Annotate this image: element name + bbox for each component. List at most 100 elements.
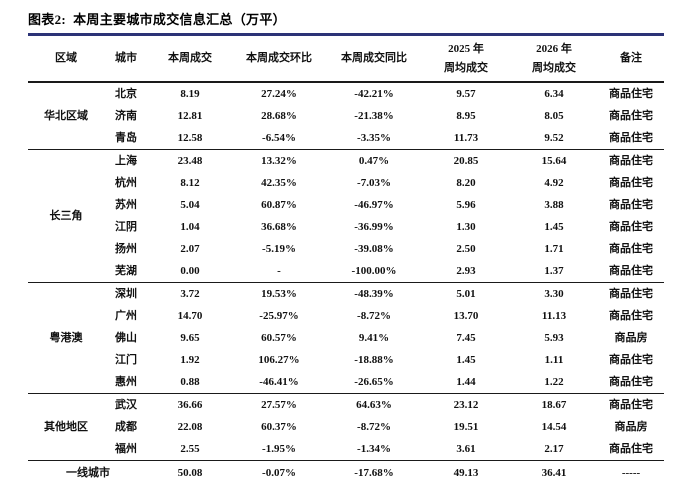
cell-avg2025: 3.61 xyxy=(456,442,476,455)
page-title: 图表2: 本周主要城市成交信息汇总（万平） xyxy=(28,12,286,27)
note-cell: 商品住宅 xyxy=(609,220,653,233)
table-row: 长三角 上海 23.48 13.32% 0.47% 20.85 15.64 商品… xyxy=(28,149,664,283)
note-cell: 商品住宅 xyxy=(609,353,653,366)
cell-avg2025: 11.73 xyxy=(453,131,479,144)
column-header-avg2026-line2: 周均成交 xyxy=(532,61,576,74)
region-cell: 其他地区 xyxy=(28,393,104,461)
cell-current: 12.58 xyxy=(177,131,203,144)
city-cell: 惠州 xyxy=(115,375,137,388)
city-cell: 福州 xyxy=(115,442,137,455)
cell-yoy: 9.41% xyxy=(358,331,390,344)
city-cell: 佛山 xyxy=(115,331,137,344)
cell-yoy: -1.34% xyxy=(357,442,391,455)
column-header-city: 城市 xyxy=(104,36,148,83)
cell-avg2025: 5.96 xyxy=(456,198,476,211)
table-row: 苏州 5.04 60.87% -46.97% 5.96 3.88 商品住宅 xyxy=(28,194,664,216)
note-cell: 商品住宅 xyxy=(609,109,653,122)
cell-avg2026: 36.41 xyxy=(510,460,598,484)
cell-current: 36.66 xyxy=(148,393,232,416)
cell-avg2026: 2.17 xyxy=(544,442,564,455)
cell-yoy: -8.72% xyxy=(357,309,391,322)
city-cell: 武汉 xyxy=(104,393,148,416)
cell-current: 12.81 xyxy=(177,109,203,122)
table-row: 扬州 2.07 -5.19% -39.08% 2.50 1.71 商品住宅 xyxy=(28,238,664,260)
note-cell: 商品住宅 xyxy=(609,176,653,189)
cell-wow: 28.68% xyxy=(261,109,297,122)
column-header-region: 区域 xyxy=(28,36,104,83)
region-cell: 长三角 xyxy=(28,149,104,283)
cell-wow: 60.57% xyxy=(261,331,297,344)
cell-wow: 36.68% xyxy=(261,220,297,233)
cell-avg2025: 49.13 xyxy=(422,460,510,484)
cell-yoy: -26.65% xyxy=(354,375,394,388)
cell-wow: 19.53% xyxy=(232,282,326,305)
cell-avg2026: 4.92 xyxy=(544,176,564,189)
cell-avg2026: 1.11 xyxy=(544,353,564,366)
column-header-wow: 本周成交环比 xyxy=(232,36,326,83)
column-header-avg2025-line1: 2025 年 xyxy=(448,42,484,55)
cell-wow: -5.19% xyxy=(262,242,296,255)
cell-avg2026: 15.64 xyxy=(510,149,598,172)
cell-wow: -25.97% xyxy=(259,309,299,322)
column-header-note: 备注 xyxy=(598,36,664,83)
cell-yoy: -17.68% xyxy=(326,460,422,484)
cell-avg2026: 6.34 xyxy=(544,87,564,100)
cell-avg2026: 9.52 xyxy=(544,131,564,144)
table-row: 成都 22.08 60.37% -8.72% 19.51 14.54 商品房 xyxy=(28,416,664,438)
cell-wow: -1.95% xyxy=(262,442,296,455)
city-cell: 扬州 xyxy=(115,242,137,255)
cell-avg2025: 2.93 xyxy=(456,264,476,277)
city-cell: 江门 xyxy=(115,353,137,366)
city-cell: 北京 xyxy=(115,87,137,100)
note-cell: 商品住宅 xyxy=(609,309,653,322)
note-cell: 商品房 xyxy=(614,331,648,344)
transactions-table: 区域 城市 本周成交 本周成交环比 本周成交同比 2025 年 周均成交 202… xyxy=(28,36,664,484)
cell-avg2026: 8.05 xyxy=(544,109,564,122)
cell-yoy: -18.88% xyxy=(354,353,394,366)
cell-yoy: -100.00% xyxy=(351,264,397,277)
cell-current: 2.07 xyxy=(180,242,200,255)
cell-current: 8.12 xyxy=(180,176,200,189)
cell-current: 8.19 xyxy=(180,87,200,100)
summary-label: 一线城市 xyxy=(28,460,148,484)
cell-yoy: -3.35% xyxy=(357,131,391,144)
cell-avg2025: 5.01 xyxy=(422,282,510,305)
cell-wow: 42.35% xyxy=(261,176,297,189)
cell-yoy: -8.72% xyxy=(357,420,391,433)
note-cell: 商品房 xyxy=(614,420,648,433)
cell-avg2025: 13.70 xyxy=(453,309,479,322)
region-cell: 华北区域 xyxy=(44,109,88,122)
cell-current: 14.70 xyxy=(177,309,203,322)
note-cell: 商品住宅 xyxy=(598,282,664,305)
cell-wow: -0.07% xyxy=(232,460,326,484)
table-body: 华北区域 北京 8.19 27.24% -42.21% 9.57 6.34 商品… xyxy=(28,82,664,484)
cell-avg2026: 1.71 xyxy=(544,242,564,255)
cell-avg2025: 8.95 xyxy=(456,109,476,122)
cell-wow: 27.57% xyxy=(232,393,326,416)
cell-yoy: 64.63% xyxy=(326,393,422,416)
cell-yoy: -39.08% xyxy=(354,242,394,255)
cell-wow: 106.27% xyxy=(258,353,300,366)
column-header-yoy: 本周成交同比 xyxy=(326,36,422,83)
city-cell: 广州 xyxy=(115,309,137,322)
cell-wow: 27.24% xyxy=(261,87,297,100)
note-cell: 商品住宅 xyxy=(609,131,653,144)
cell-current: 0.88 xyxy=(180,375,200,388)
cell-avg2025: 1.30 xyxy=(456,220,476,233)
note-cell: 商品住宅 xyxy=(609,242,653,255)
cell-avg2026: 5.93 xyxy=(544,331,564,344)
header-row: 区域 城市 本周成交 本周成交环比 本周成交同比 2025 年 周均成交 202… xyxy=(28,36,664,83)
cell-wow: - xyxy=(277,264,281,277)
cell-wow: 60.87% xyxy=(261,198,297,211)
table-row: 芜湖 0.00 - -100.00% 2.93 1.37 商品住宅 xyxy=(28,260,664,283)
cell-current: 9.65 xyxy=(180,331,200,344)
cell-current: 23.48 xyxy=(148,149,232,172)
cell-wow: -46.41% xyxy=(259,375,299,388)
cell-current: 0.00 xyxy=(180,264,200,277)
note-cell: 商品住宅 xyxy=(609,264,653,277)
column-header-avg2026-line1: 2026 年 xyxy=(536,42,572,55)
column-header-current: 本周成交 xyxy=(148,36,232,83)
note-cell: 商品住宅 xyxy=(609,442,653,455)
table-row: 福州 2.55 -1.95% -1.34% 3.61 2.17 商品住宅 xyxy=(28,438,664,461)
cell-current: 1.04 xyxy=(180,220,200,233)
